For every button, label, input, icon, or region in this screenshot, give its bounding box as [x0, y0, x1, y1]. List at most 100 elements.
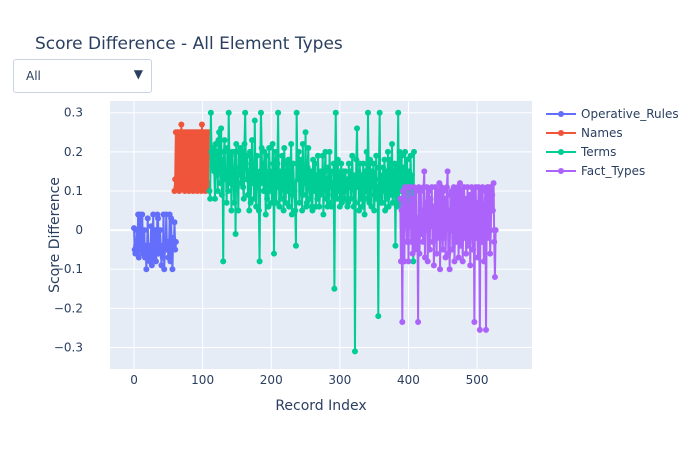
- data-point: [445, 250, 452, 257]
- data-point: [362, 187, 369, 194]
- data-point: [305, 184, 312, 191]
- data-point: [246, 207, 253, 214]
- data-point: [334, 195, 341, 202]
- data-point: [352, 199, 359, 206]
- data-point: [221, 137, 228, 144]
- data-point: [465, 199, 472, 206]
- data-point: [483, 207, 490, 214]
- data-point: [343, 176, 350, 183]
- triangle-down-icon[interactable]: ▼: [133, 67, 143, 81]
- data-point: [312, 160, 319, 167]
- data-point: [384, 195, 391, 202]
- data-point: [214, 148, 221, 155]
- data-point: [273, 199, 280, 206]
- data-point: [391, 172, 398, 179]
- data-point: [383, 168, 390, 175]
- data-point: [152, 227, 159, 234]
- data-point: [218, 191, 225, 198]
- data-point: [241, 141, 248, 148]
- data-point: [375, 164, 382, 171]
- data-point: [292, 242, 299, 249]
- data-point: [389, 141, 396, 148]
- y-tick-label: −0.2: [54, 301, 83, 315]
- data-point: [167, 258, 174, 265]
- data-point: [272, 148, 279, 155]
- data-point: [487, 250, 494, 257]
- data-point: [385, 203, 392, 210]
- data-point: [455, 254, 462, 261]
- data-point: [266, 144, 273, 151]
- data-point: [402, 148, 409, 155]
- data-point: [337, 176, 344, 183]
- data-point: [418, 231, 425, 238]
- legend-item[interactable]: Fact_Types: [546, 161, 679, 180]
- data-point: [360, 180, 367, 187]
- data-point: [220, 258, 227, 265]
- data-point: [264, 195, 271, 202]
- element-type-dropdown[interactable]: All ▼: [13, 59, 152, 93]
- data-point: [440, 187, 447, 194]
- data-point: [431, 207, 438, 214]
- data-point: [426, 246, 433, 253]
- data-point: [401, 258, 408, 265]
- data-point: [416, 250, 423, 257]
- data-point: [404, 238, 411, 245]
- data-point: [240, 195, 247, 202]
- data-point: [317, 168, 324, 175]
- data-point: [292, 207, 299, 214]
- x-axis-title: Record Index: [275, 398, 366, 414]
- legend-item[interactable]: Operative_Rules: [546, 104, 679, 123]
- data-point: [419, 207, 426, 214]
- legend-swatch-icon: [546, 146, 576, 158]
- legend-item[interactable]: Terms: [546, 142, 679, 161]
- data-point: [439, 246, 446, 253]
- data-point: [225, 109, 232, 116]
- data-point: [309, 207, 316, 214]
- data-point: [290, 180, 297, 187]
- data-point: [332, 109, 339, 116]
- data-point: [295, 148, 302, 155]
- data-point: [259, 180, 266, 187]
- legend-item[interactable]: Names: [546, 123, 679, 142]
- data-point: [301, 168, 308, 175]
- data-point: [365, 109, 371, 116]
- data-point: [469, 246, 476, 253]
- data-point: [296, 199, 303, 206]
- data-point: [483, 326, 490, 333]
- data-point: [402, 207, 409, 214]
- data-point: [260, 187, 267, 194]
- data-point: [168, 215, 175, 222]
- data-point: [466, 191, 473, 198]
- data-point: [351, 348, 358, 355]
- data-point: [228, 207, 235, 214]
- data-point: [276, 203, 283, 210]
- data-point: [322, 148, 329, 155]
- data-point: [398, 152, 405, 159]
- data-point: [300, 191, 307, 198]
- data-point: [359, 203, 366, 210]
- data-point: [269, 141, 276, 148]
- data-point: [476, 326, 483, 333]
- data-point: [467, 262, 474, 269]
- data-point: [474, 199, 481, 206]
- data-point: [380, 164, 387, 171]
- data-point: [299, 141, 306, 148]
- data-point: [408, 172, 415, 179]
- y-axis-title: Score Difference: [47, 177, 63, 293]
- data-point: [302, 129, 309, 136]
- data-point: [305, 144, 312, 151]
- data-point: [143, 266, 150, 273]
- data-point: [271, 172, 278, 179]
- data-point: [234, 172, 241, 179]
- data-point: [354, 184, 361, 191]
- data-point: [444, 168, 451, 175]
- data-point: [354, 125, 361, 132]
- data-point: [333, 180, 340, 187]
- data-point: [372, 176, 379, 183]
- data-point: [321, 184, 328, 191]
- data-point: [399, 319, 406, 326]
- data-point: [410, 258, 417, 265]
- legend-label: Fact_Types: [581, 163, 646, 178]
- data-point: [227, 180, 234, 187]
- data-point: [218, 125, 225, 132]
